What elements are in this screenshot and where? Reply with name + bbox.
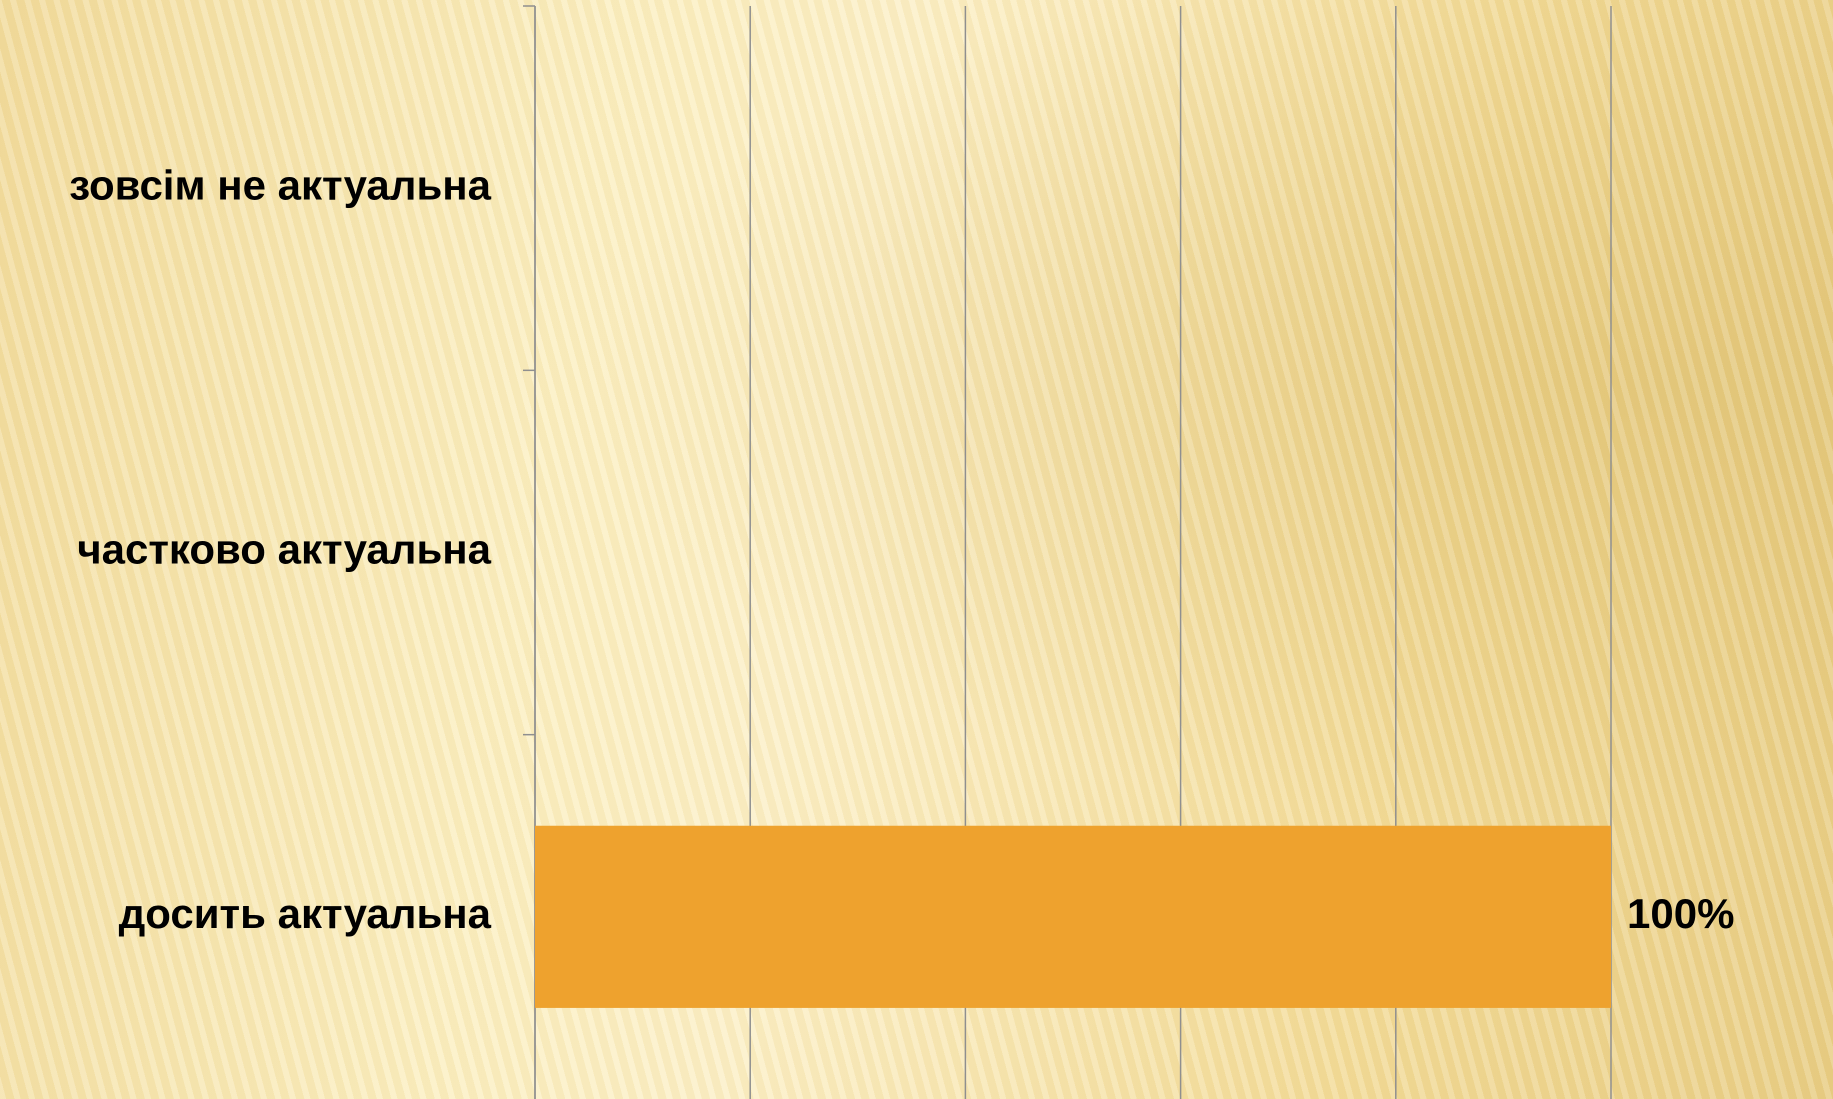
y-tick-label: частково актуальна: [77, 526, 491, 573]
y-tick-label: зовсім не актуальна: [69, 161, 491, 208]
data-label: 100%: [1627, 890, 1734, 937]
bar: [535, 825, 1611, 1008]
y-tick-label: досить актуальна: [119, 890, 492, 937]
